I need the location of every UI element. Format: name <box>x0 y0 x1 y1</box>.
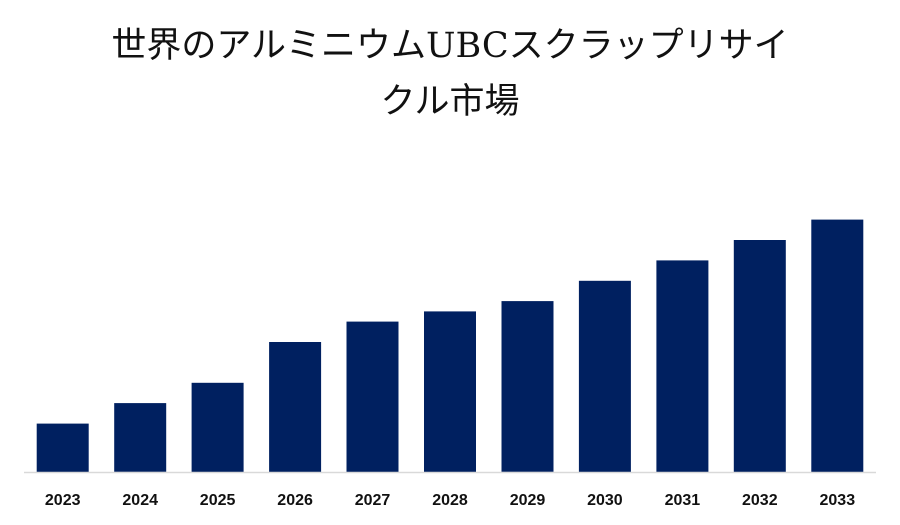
x-tick-label-2030: 2030 <box>587 492 623 509</box>
x-tick-label-2031: 2031 <box>665 492 701 509</box>
x-tick-label-2028: 2028 <box>432 492 468 509</box>
chart-title-line-1: 世界のアルミニウムUBCスクラップリサイ <box>111 26 789 66</box>
x-tick-label-2026: 2026 <box>277 492 313 509</box>
bar-2026 <box>269 342 322 472</box>
bar-2030 <box>578 280 631 473</box>
bar-2031 <box>656 260 709 472</box>
x-tick-label-2032: 2032 <box>742 492 778 509</box>
bar-2024 <box>114 403 167 472</box>
x-tick-label-2023: 2023 <box>45 492 81 509</box>
bar-2032 <box>733 240 786 472</box>
x-tick-label-2027: 2027 <box>355 492 391 509</box>
x-tick-label-2029: 2029 <box>510 492 546 509</box>
bar-2028 <box>424 311 476 472</box>
bar-2029 <box>501 301 554 472</box>
x-tick-label-2025: 2025 <box>200 492 236 509</box>
x-tick-label-2024: 2024 <box>122 492 158 509</box>
bar-2033 <box>811 219 864 472</box>
bar-group <box>36 219 864 473</box>
chart-title-line-2: クル市場 <box>380 82 520 122</box>
x-tick-label-2033: 2033 <box>820 492 856 509</box>
bar-2025 <box>191 382 244 473</box>
chart-title: 世界のアルミニウムUBCスクラップリサイ クル市場 <box>0 18 900 130</box>
bar-2027 <box>346 321 399 472</box>
bar-2023 <box>36 423 89 472</box>
x-tick-labels: 2023 2024 2025 2026 2027 2028 2029 2030 2031 2032… <box>45 492 855 509</box>
